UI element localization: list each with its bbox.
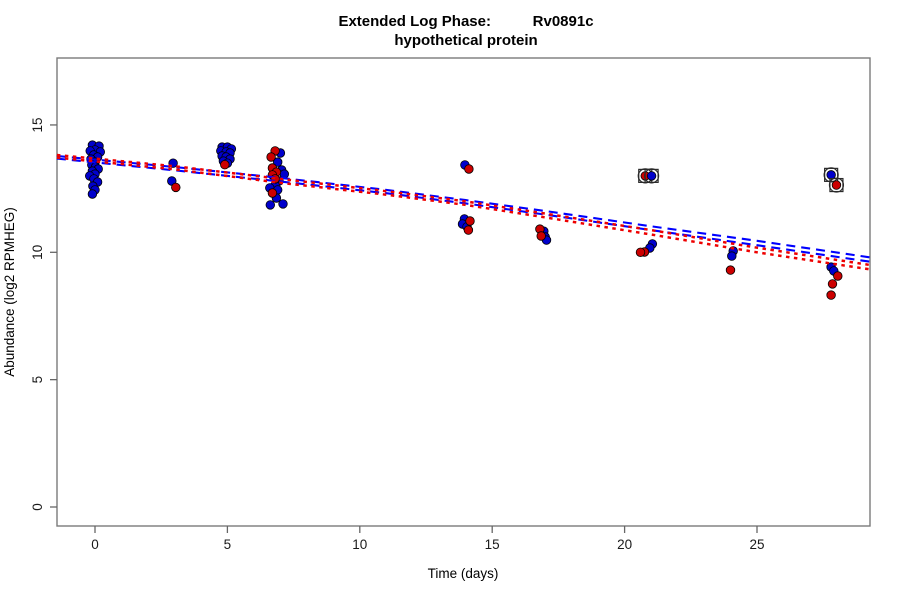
data-point-red: [465, 216, 475, 226]
data-point-blue: [273, 157, 283, 167]
x-tick-label: 20: [617, 537, 632, 552]
flagged-circle-marker: [644, 168, 660, 184]
data-point-blue: [87, 189, 98, 199]
data-point-red: [635, 247, 646, 258]
data-point-red: [536, 231, 546, 241]
plot-title-line1: Extended Log Phase: Rv0891c: [338, 13, 593, 30]
flagged-data-point-blue: [826, 170, 836, 180]
data-point-red: [266, 152, 276, 162]
axes-layer: 0 5 10 15 20 25 0 5 10 15: [30, 117, 765, 552]
flagged-circle-marker: [823, 167, 839, 183]
data-point-red: [833, 271, 843, 281]
flagged-data-point-blue: [646, 171, 657, 181]
x-tick-label: 10: [352, 537, 367, 552]
data-point-red: [171, 182, 181, 193]
y-tick-label: 0: [30, 503, 45, 511]
data-point-red: [463, 225, 474, 235]
y-tick-label: 15: [30, 117, 45, 132]
flagged-data-point-red: [831, 180, 842, 190]
x-tick-label: 25: [749, 537, 764, 552]
trend-line-red-lower: [56, 156, 871, 271]
x-tick-label: 0: [91, 537, 99, 552]
x-tick-label: 15: [485, 537, 500, 552]
data-point-red: [725, 265, 736, 275]
x-tick-label: 5: [224, 537, 232, 552]
flagged-points-layer: [637, 167, 845, 193]
trend-lines-layer: [56, 153, 871, 271]
plot-border-box: [56, 57, 871, 527]
data-point-red: [267, 188, 278, 198]
y-tick-label: 5: [30, 376, 45, 384]
data-point-red: [827, 279, 838, 289]
data-point-red: [464, 164, 474, 174]
y-tick-label: 10: [30, 245, 45, 260]
data-point-blue: [727, 251, 737, 261]
data-point-blue: [265, 200, 276, 210]
data-point-blue: [278, 199, 288, 209]
flagged-circle-marker: [828, 177, 845, 193]
trend-line-red-upper: [56, 153, 871, 267]
x-axis-label: Time (days): [428, 566, 499, 581]
plot-title-line2: hypothetical protein: [394, 32, 537, 49]
data-point-red: [826, 290, 836, 300]
data-point-red: [220, 159, 230, 170]
y-axis-label: Abundance (log2 RPMHEG): [2, 207, 17, 377]
data-points-layer: [84, 140, 843, 300]
